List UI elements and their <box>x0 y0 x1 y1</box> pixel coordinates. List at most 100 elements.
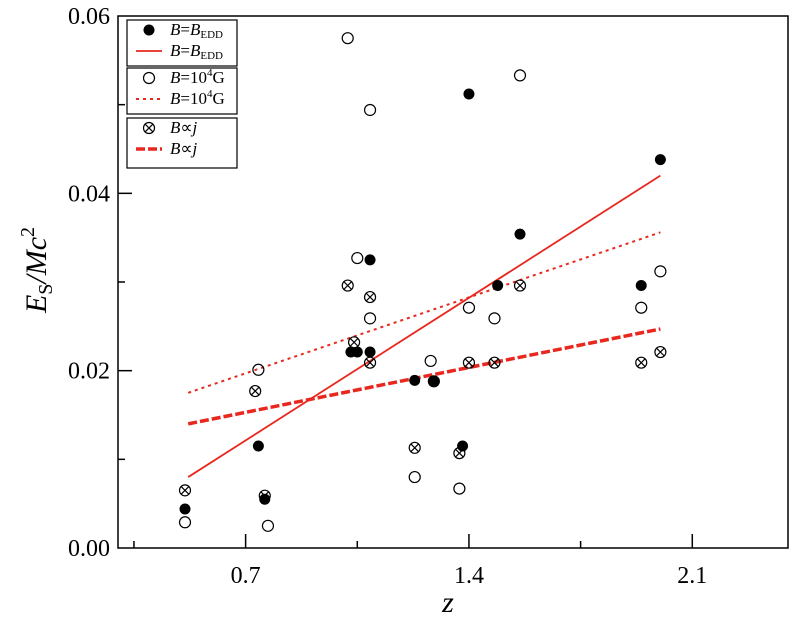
point-crossed-circle <box>488 356 501 369</box>
legend-j: j <box>191 118 198 137</box>
marker-shape <box>249 384 262 398</box>
point-filled-circle <box>463 88 475 100</box>
point-filled-circle <box>457 440 469 452</box>
marker-shape <box>178 484 192 497</box>
marker-shape <box>462 301 476 314</box>
marker-shape <box>408 441 421 454</box>
marker-shape <box>453 447 466 460</box>
marker-shape <box>347 336 361 349</box>
point-crossed-circle <box>249 384 262 398</box>
marker-cross <box>454 448 464 458</box>
marker-shape <box>179 503 191 515</box>
point-open-circle <box>363 312 377 325</box>
legend-op: ∝ <box>180 118 192 137</box>
legend-op: = <box>180 41 190 60</box>
tick-labels: 0.7 1.4 2.1 0.00 0.02 0.04 0.06 <box>68 4 707 589</box>
y-axis-title: ES/Mc2 <box>17 227 57 314</box>
point-crossed-circle <box>462 356 476 369</box>
legend-var: B <box>170 118 181 137</box>
y-tick-label: 0.00 <box>68 536 110 562</box>
marker-shape <box>654 154 666 166</box>
marker-cross <box>250 386 260 396</box>
legend-box-3 <box>126 117 238 169</box>
point-filled-circle <box>409 374 421 386</box>
legend-box-2 <box>126 67 238 115</box>
legend-tail: G <box>212 89 224 108</box>
point-open-circle <box>453 482 466 495</box>
legend-label: B=104G <box>170 88 225 108</box>
x-axis-title: z <box>441 586 454 619</box>
y-tick-label: 0.02 <box>68 359 110 385</box>
y-tick-label: 0.06 <box>68 4 110 30</box>
marker-shape <box>654 265 667 278</box>
y-tick-label: 0.04 <box>68 181 110 207</box>
fit-lines <box>187 174 661 478</box>
legend-var: B <box>170 139 181 158</box>
fit-line-solid <box>187 174 661 478</box>
legend-sub: EDD <box>200 29 223 41</box>
y-axis-title-e: E <box>20 295 53 314</box>
marker-shape <box>142 71 156 85</box>
legend-var: B <box>170 68 181 87</box>
point-crossed-circle <box>654 345 667 359</box>
marker-shape <box>252 440 264 452</box>
point-filled-circle <box>252 440 264 452</box>
point-open-circle <box>178 516 192 529</box>
point-open-circle <box>513 69 527 82</box>
marker-shape <box>364 254 376 266</box>
legend-label: B∝j <box>170 118 198 137</box>
point-crossed-circle <box>347 336 361 349</box>
marker-shape <box>635 356 648 369</box>
marker-shape <box>142 121 156 135</box>
marker-shape <box>513 279 527 292</box>
point-crossed-circle <box>258 489 271 502</box>
point-open-circle <box>408 470 421 484</box>
legend-symbol-crossed-circle <box>142 121 156 135</box>
legend-label: B=104G <box>170 67 225 87</box>
legend-base: B <box>190 41 201 60</box>
marker-shape <box>409 374 421 386</box>
y-axis-title-s: S <box>35 284 57 295</box>
marker-shape <box>351 346 363 358</box>
point-filled-circle <box>351 346 363 358</box>
point-filled-circle <box>514 228 526 240</box>
marker-shape <box>259 493 271 505</box>
point-filled-circle <box>654 154 666 166</box>
legend-sub: EDD <box>200 50 223 62</box>
legend-op: =10 <box>180 68 207 87</box>
point-crossed-circle <box>453 447 466 460</box>
marker-cross <box>180 485 190 495</box>
data-points <box>178 32 667 532</box>
marker-cross <box>260 491 270 501</box>
marker-cross <box>365 292 375 302</box>
marker-shape <box>514 228 526 240</box>
marker-shape <box>424 354 437 368</box>
marker-shape <box>364 346 376 358</box>
y-axis-title-sq: 2 <box>17 227 39 237</box>
marker-shape <box>635 280 647 292</box>
marker-shape <box>351 251 364 265</box>
point-open-circle <box>462 301 476 314</box>
legend-tail: G <box>212 68 224 87</box>
point-filled-circle <box>259 493 271 505</box>
point-crossed-circle <box>341 279 354 292</box>
legend-symbol-filled-circle <box>143 24 155 36</box>
point-crossed-circle <box>408 441 421 454</box>
marker-shape <box>363 103 377 117</box>
legend-label: B∝j <box>170 139 198 158</box>
marker-cross <box>144 123 154 133</box>
marker-shape <box>488 312 501 325</box>
y-axis-title-mc: /Mc <box>20 237 53 286</box>
x-tick-label: 0.7 <box>231 563 261 589</box>
point-open-circle <box>351 251 364 265</box>
marker-shape <box>462 356 476 369</box>
marker-shape <box>363 356 377 369</box>
marker-shape <box>453 482 466 495</box>
marker-shape <box>635 301 648 314</box>
marker-shape <box>654 345 667 359</box>
marker-shape <box>341 279 354 292</box>
legend-op: =10 <box>180 89 207 108</box>
legend-label: B=BEDD <box>170 20 223 41</box>
point-crossed-circle <box>513 279 527 292</box>
legend-op: ∝ <box>180 139 192 158</box>
